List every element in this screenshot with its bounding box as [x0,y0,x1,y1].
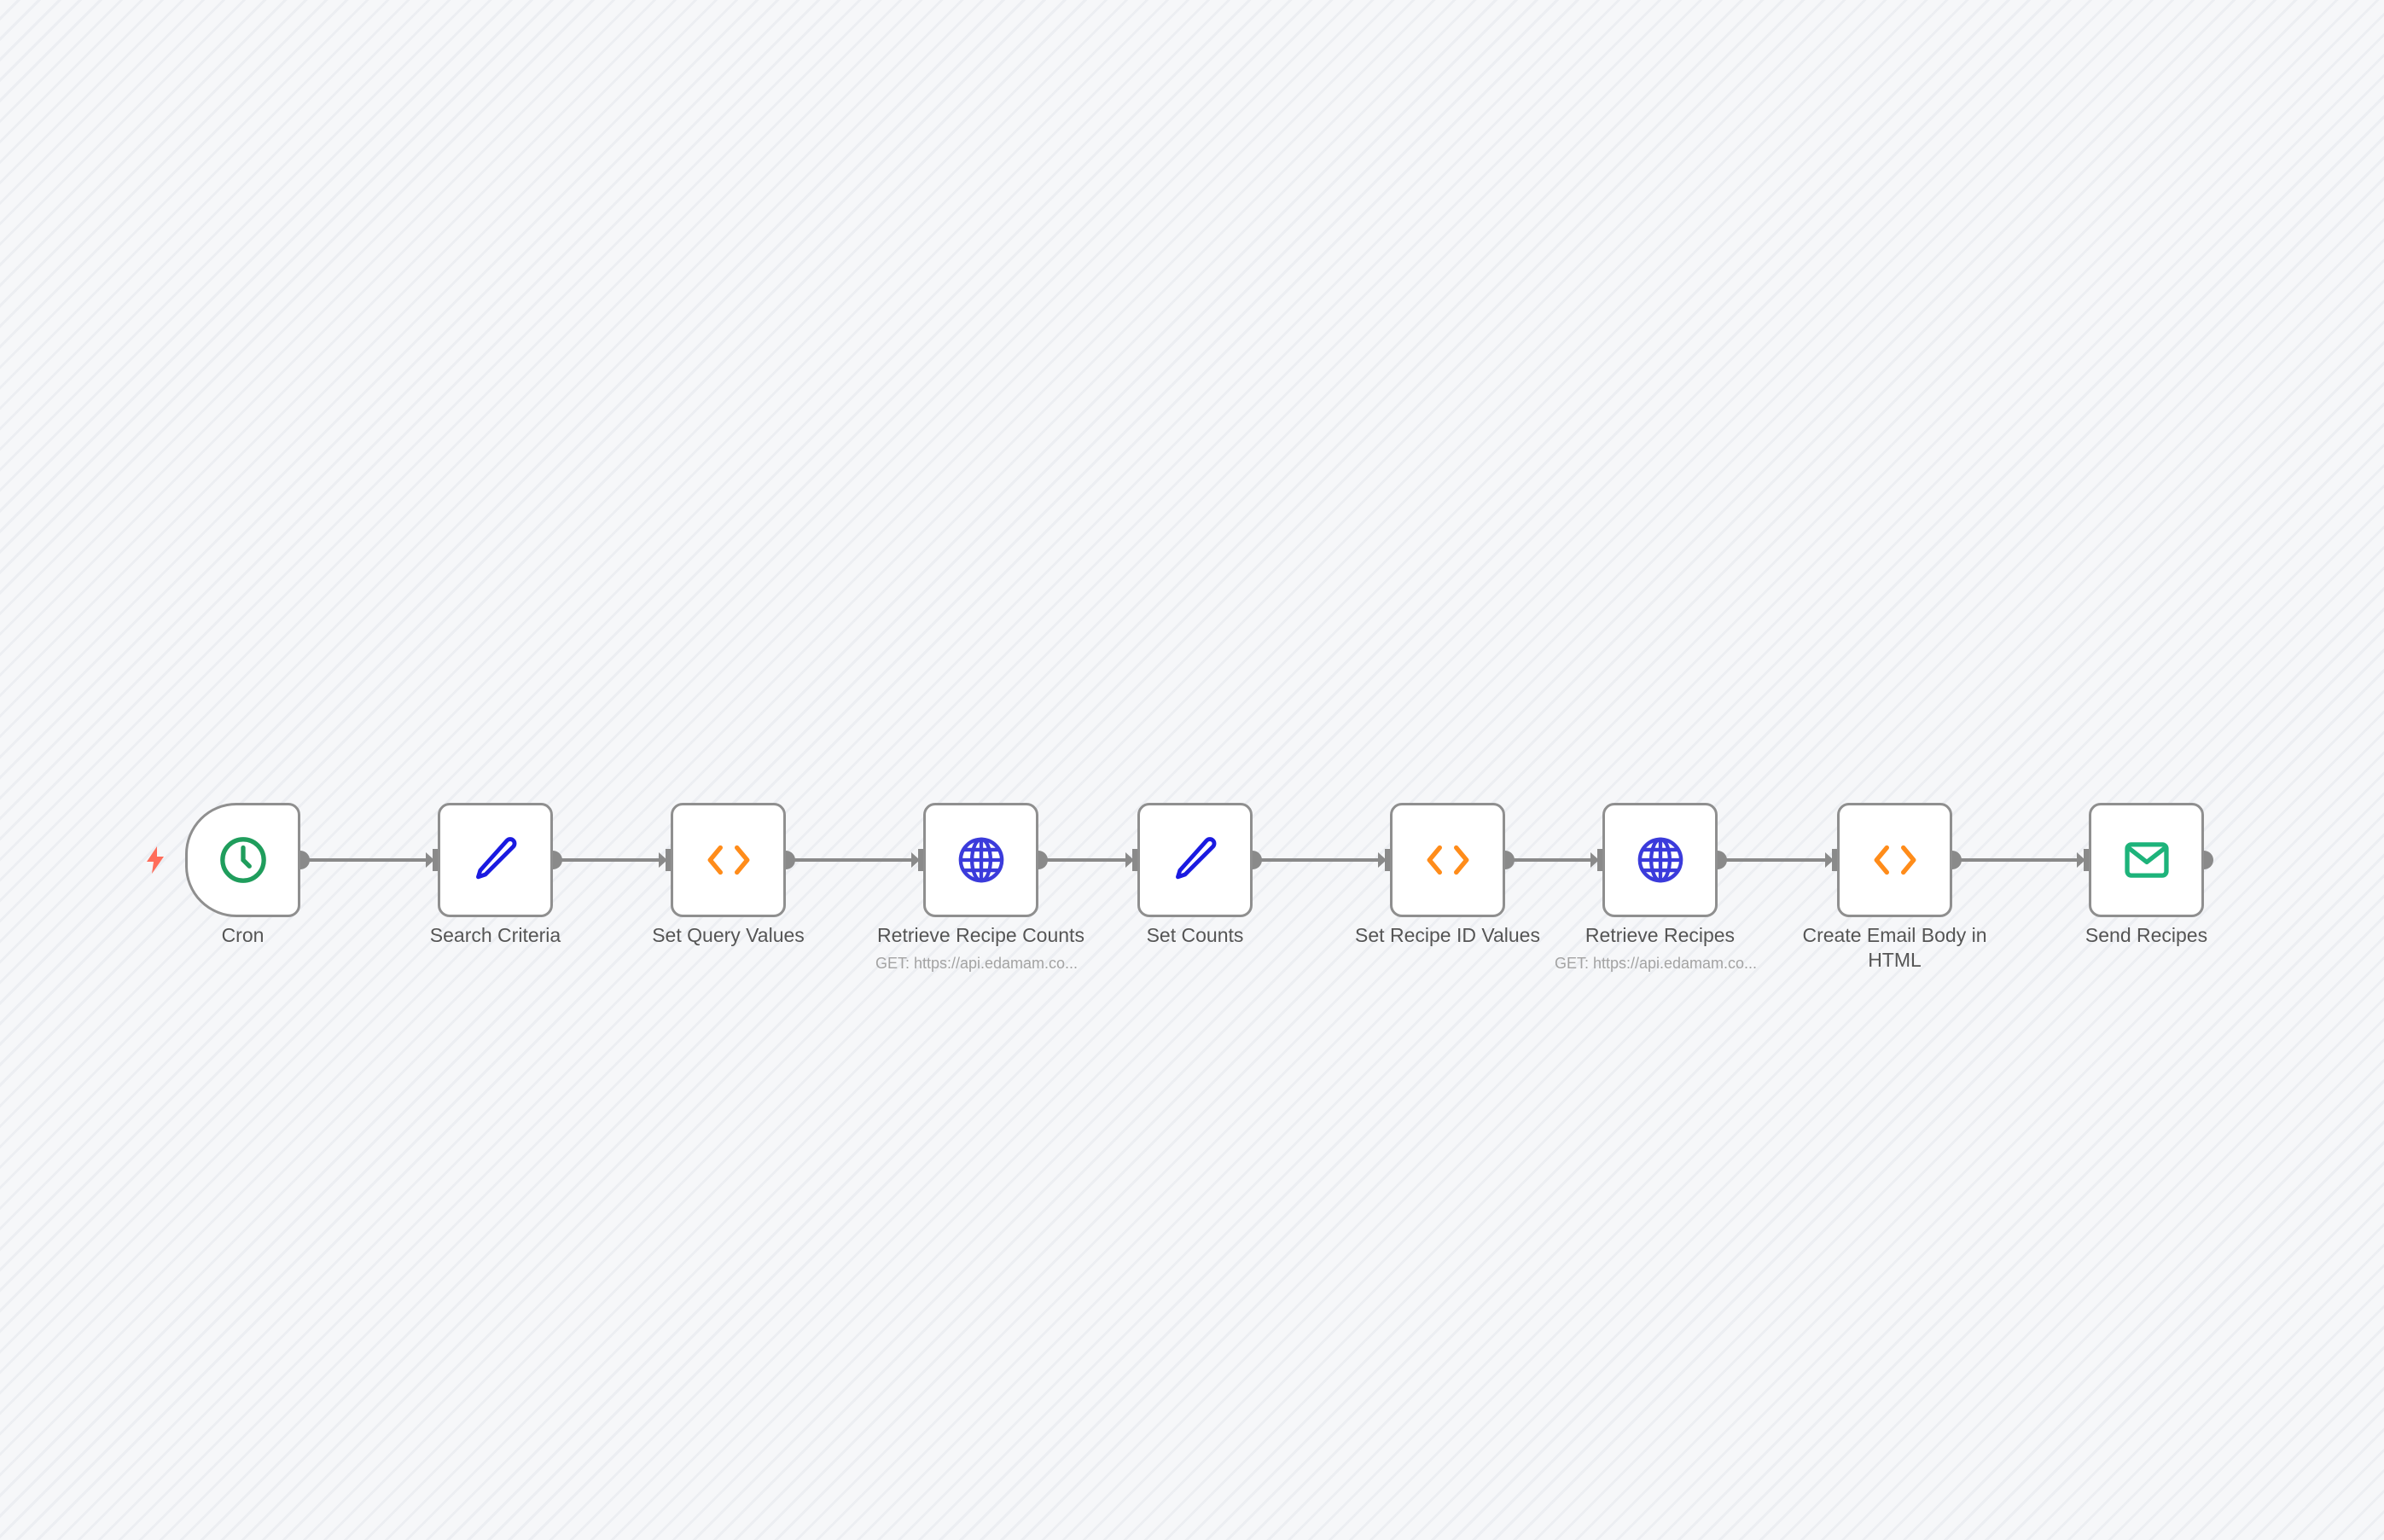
code-icon [1423,835,1473,885]
arrow-head-icon [1590,852,1599,868]
node-create-email-body[interactable] [1837,803,1952,917]
node-label: Set Recipe ID Values [1355,924,1540,946]
arrow-head-icon [426,852,434,868]
arrow-head-icon [1825,852,1834,868]
node-label: Retrieve Recipe Counts [877,924,1084,946]
node-cron[interactable] [185,803,300,917]
input-handle[interactable] [1385,849,1392,871]
node-retrieve-recipes[interactable] [1602,803,1718,917]
clock-icon [218,835,268,885]
node-label: Cron [221,924,265,946]
node-subtitle: GET: https://api.edamam.co... [875,955,1079,972]
pencil-icon [471,835,520,885]
node-label: Set Query Values [652,924,805,946]
envelope-icon [2122,835,2172,885]
node-label: Create Email Body in HTML [1802,924,1987,971]
node-label: Set Counts [1146,924,1244,946]
input-handle[interactable] [2084,849,2090,871]
input-handle[interactable] [1832,849,1839,871]
code-icon [704,835,753,885]
input-handle[interactable] [666,849,672,871]
node-label: Send Recipes [2085,924,2208,946]
arrow-head-icon [2077,852,2085,868]
pencil-icon [1171,835,1220,885]
arrow-head-icon [659,852,667,868]
node-label: Search Criteria [429,924,561,946]
arrow-head-icon [911,852,920,868]
globe-icon [957,835,1006,885]
input-handle[interactable] [1132,849,1139,871]
code-icon [1870,835,1920,885]
node-set-query-values[interactable] [671,803,786,917]
input-handle[interactable] [433,849,439,871]
node-send-recipes[interactable] [2089,803,2204,917]
globe-icon [1636,835,1685,885]
input-handle[interactable] [1597,849,1604,871]
arrow-head-icon [1378,852,1387,868]
node-set-recipe-id-values[interactable] [1390,803,1505,917]
node-set-counts[interactable] [1137,803,1253,917]
node-label: Retrieve Recipes [1584,924,1736,946]
trigger-bolt-icon [147,846,164,874]
input-handle[interactable] [918,849,925,871]
node-subtitle: GET: https://api.edamam.co... [1554,955,1758,972]
node-retrieve-recipe-counts[interactable] [923,803,1038,917]
arrow-head-icon [1125,852,1134,868]
node-search-criteria[interactable] [438,803,553,917]
